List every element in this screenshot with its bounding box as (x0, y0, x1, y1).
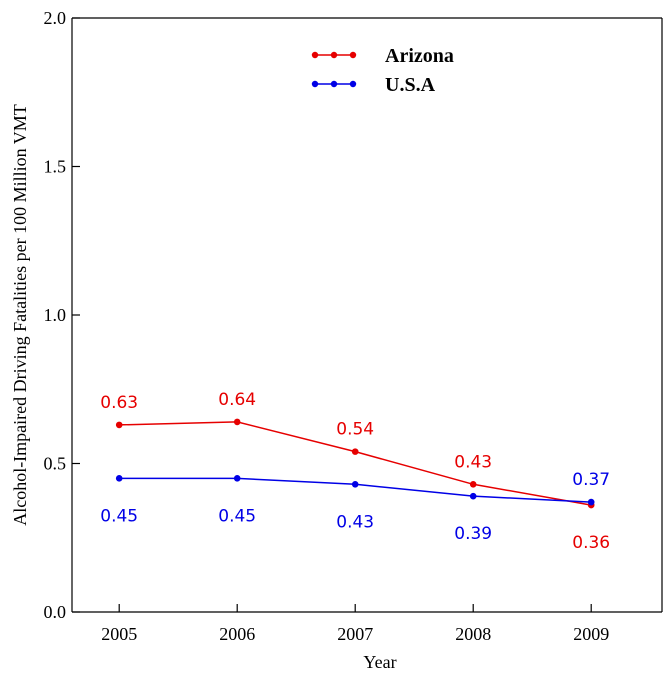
y-tick-label-2: 1.0 (44, 305, 67, 325)
data-label-u-s-a-3: 0.39 (454, 524, 492, 544)
x-tick-label-4: 2009 (573, 624, 609, 644)
series-layer: 0.63 0.64 0.54 0.43 0.36 0.45 0.45 0.43 0.39 0.37 (100, 390, 610, 553)
legend-marker-arizona-3 (349, 51, 357, 59)
x-tick-label-3: 2008 (455, 624, 491, 644)
legend-item-usa: U.S.A (311, 74, 436, 96)
data-point-u-s-a-3 (469, 492, 477, 500)
data-point-u-s-a-1 (233, 475, 241, 482)
legend-marker-arizona-1 (311, 51, 319, 59)
y-tick-label-0: 0.0 (44, 602, 67, 622)
data-point-arizona-2 (351, 448, 359, 455)
series-arizona: 0.63 0.64 0.54 0.43 0.36 (100, 390, 610, 553)
data-point-arizona-1 (233, 418, 241, 426)
y-tick-label-1: 0.5 (44, 454, 67, 474)
data-label-arizona-3: 0.43 (454, 452, 492, 472)
series-u-s-a: 0.45 0.45 0.43 0.39 0.37 (100, 470, 610, 544)
legend-marker-usa-1 (311, 80, 319, 88)
y-tick-label-4: 2.0 (44, 8, 67, 28)
data-point-u-s-a-4 (587, 498, 595, 506)
data-point-arizona-0 (115, 421, 123, 429)
data-label-u-s-a-1: 0.45 (218, 506, 256, 526)
legend-marker-usa-2 (330, 80, 338, 88)
legend-label-usa: U.S.A (385, 74, 436, 96)
y-axis-ticks: 0.0 0.5 1.0 1.5 2.0 (44, 8, 80, 622)
data-point-u-s-a-0 (115, 475, 123, 482)
x-tick-label-0: 2005 (101, 624, 137, 644)
data-label-arizona-2: 0.54 (336, 420, 374, 440)
data-label-u-s-a-2: 0.43 (336, 512, 374, 532)
y-axis-title: Alcohol-Impaired Driving Fatalities per … (10, 104, 30, 526)
legend-marker-usa-3 (349, 80, 357, 88)
x-tick-label-2: 2007 (337, 624, 373, 644)
data-label-arizona-1: 0.64 (218, 390, 256, 410)
data-label-arizona-0: 0.63 (100, 393, 138, 413)
x-axis-title: Year (363, 652, 396, 672)
x-tick-label-1: 2006 (219, 624, 255, 644)
legend-label-arizona: Arizona (385, 45, 454, 67)
y-tick-label-3: 1.5 (44, 157, 67, 177)
data-point-arizona-3 (469, 480, 477, 488)
legend: Arizona U.S.A (311, 45, 454, 96)
x-axis-ticks: 2005 2006 2007 2008 2009 (101, 604, 609, 644)
data-point-u-s-a-2 (351, 480, 359, 488)
legend-marker-arizona-2 (330, 51, 338, 59)
data-label-arizona-4: 0.36 (572, 533, 610, 553)
legend-item-arizona: Arizona (311, 45, 454, 67)
data-label-u-s-a-4: 0.37 (572, 470, 610, 490)
data-label-u-s-a-0: 0.45 (100, 506, 138, 526)
